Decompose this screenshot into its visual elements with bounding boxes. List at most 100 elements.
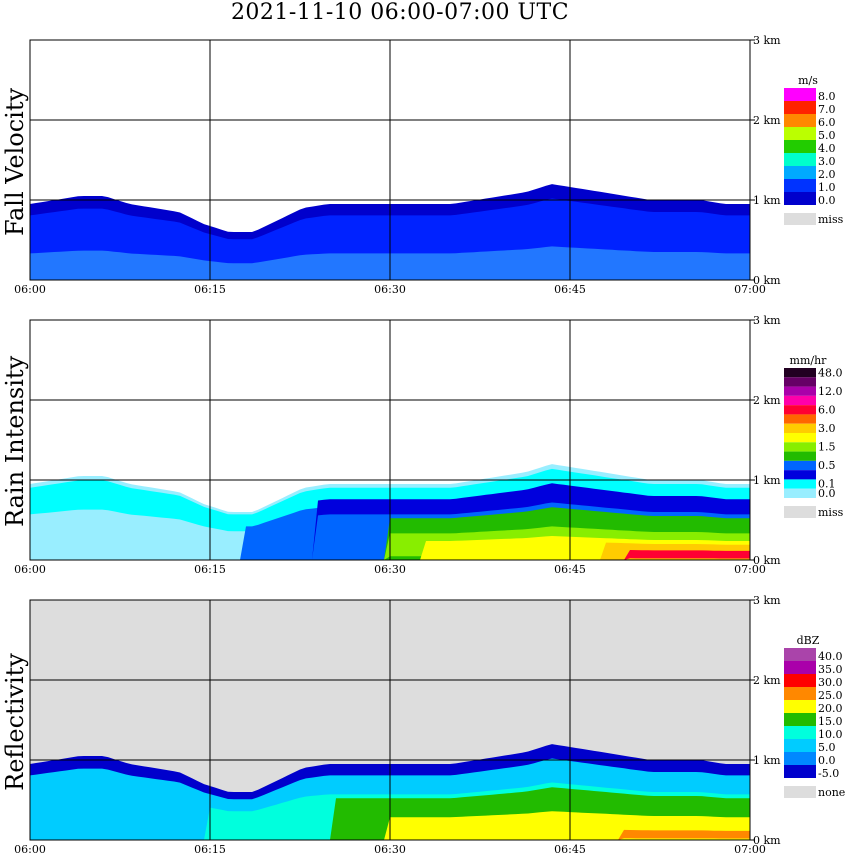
legend-swatch [784, 479, 816, 489]
plot-frame [29, 599, 751, 841]
legend-swatch [784, 433, 816, 443]
legend-swatch [784, 127, 816, 140]
legend-swatch [784, 377, 816, 387]
legend-swatch [784, 648, 816, 661]
legend-swatch [784, 687, 816, 700]
legend-swatch [784, 114, 816, 127]
height-tick-label: 1 km [753, 194, 781, 207]
legend-missing-swatch [784, 213, 816, 225]
echo-band-rain-intensity-8 [30, 550, 750, 560]
time-tick-label: 06:15 [194, 563, 226, 576]
time-tick-label: 06:15 [194, 283, 226, 296]
legend-missing-swatch [784, 786, 816, 798]
legend-label: -5.0 [818, 767, 839, 780]
legend-label: 15.0 [818, 715, 843, 728]
legend-label: 3.0 [818, 422, 836, 435]
legend-swatch [784, 140, 816, 153]
legend-label: 0.0 [818, 487, 836, 500]
legend-swatch [784, 752, 816, 765]
legend-swatch [784, 661, 816, 674]
legend-swatch [784, 765, 816, 778]
plot-frame [29, 319, 751, 561]
time-tick-label: 06:30 [374, 843, 406, 856]
legend-missing-swatch [784, 506, 816, 518]
chart-title: 2021-11-10 06:00-07:00 UTC [230, 0, 570, 25]
legend-swatch [784, 179, 816, 192]
legend-swatch [784, 726, 816, 739]
time-tick-label: 06:45 [554, 283, 586, 296]
legend-swatch [784, 423, 816, 433]
legend-label: 5.0 [818, 741, 836, 754]
legend-label: 0.0 [818, 754, 836, 767]
legend-swatch [784, 368, 816, 378]
legend-label: 0.5 [818, 459, 836, 472]
legend-label: 6.0 [818, 403, 836, 416]
legend-label: 40.0 [818, 650, 843, 663]
legend-label: 0.0 [818, 194, 836, 207]
legend-label: 7.0 [818, 103, 836, 116]
legend-swatch [784, 451, 816, 461]
height-tick-label: 0 km [753, 834, 781, 847]
height-tick-label: 2 km [753, 674, 781, 687]
legend-swatch [784, 405, 816, 415]
legend-swatch [784, 192, 816, 205]
legend-missing-label: miss [818, 213, 844, 226]
height-tick-label: 3 km [753, 594, 781, 607]
legend-label: 35.0 [818, 663, 843, 676]
legend-swatch [784, 101, 816, 114]
time-tick-label: 06:30 [374, 283, 406, 296]
plot-frame [29, 39, 751, 281]
legend-label: 8.0 [818, 90, 836, 103]
legend-swatch [784, 460, 816, 471]
legend-label: 25.0 [818, 689, 843, 702]
time-tick-label: 07:00 [734, 843, 766, 856]
height-tick-label: 1 km [753, 754, 781, 767]
legend-label: 2.0 [818, 168, 836, 181]
legend-swatch [784, 153, 816, 166]
legend-swatch [784, 674, 816, 687]
legend-label: 3.0 [818, 155, 836, 168]
legend-label: 6.0 [818, 116, 836, 129]
time-tick-label: 06:45 [554, 563, 586, 576]
legend-label: 10.0 [818, 728, 843, 741]
legend-missing-label: none [818, 786, 845, 799]
legend-swatch [784, 442, 816, 452]
legend-label: 12.0 [818, 385, 843, 398]
height-tick-label: 0 km [753, 274, 781, 287]
time-tick-label: 06:00 [14, 283, 46, 296]
echo-band-reflectivity-5 [30, 829, 750, 840]
legend-swatch [784, 488, 816, 498]
legend-swatch [784, 166, 816, 179]
legend-missing-label: miss [818, 506, 844, 519]
legend-unit-rain-intensity: mm/hr [790, 354, 828, 367]
legend-swatch [784, 88, 816, 101]
legend-label: 48.0 [818, 366, 843, 379]
legend-swatch [784, 470, 816, 480]
legend-label: 20.0 [818, 702, 843, 715]
legend-label: 4.0 [818, 142, 836, 155]
legend-unit-fall-velocity: m/s [798, 74, 818, 87]
height-tick-label: 3 km [753, 314, 781, 327]
legend-label: 30.0 [818, 676, 843, 689]
time-tick-label: 06:45 [554, 843, 586, 856]
height-tick-label: 3 km [753, 34, 781, 47]
legend-unit-reflectivity: dBZ [797, 634, 820, 647]
time-tick-label: 07:00 [734, 563, 766, 576]
time-tick-label: 07:00 [734, 283, 766, 296]
height-tick-label: 0 km [753, 554, 781, 567]
time-tick-label: 06:00 [14, 843, 46, 856]
legend-swatch [784, 713, 816, 726]
time-tick-label: 06:30 [374, 563, 406, 576]
legend-label: 5.0 [818, 129, 836, 142]
legend-swatch [784, 386, 816, 396]
legend-label: 1.5 [818, 441, 836, 454]
legend-label: 1.0 [818, 181, 836, 194]
legend-label: 0.1 [818, 478, 836, 491]
legend-swatch [784, 739, 816, 752]
legend-swatch [784, 414, 816, 424]
legend-swatch [784, 395, 816, 406]
time-tick-label: 06:15 [194, 843, 226, 856]
height-tick-label: 2 km [753, 114, 781, 127]
time-tick-label: 06:00 [14, 563, 46, 576]
